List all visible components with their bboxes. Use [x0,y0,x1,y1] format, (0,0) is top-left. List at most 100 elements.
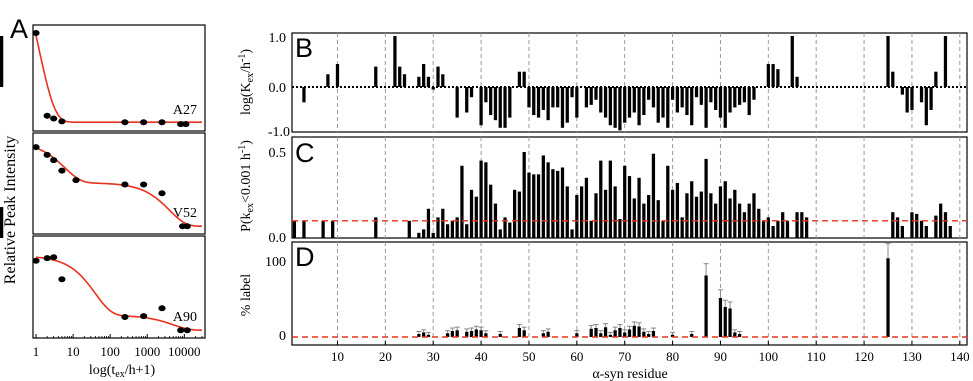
data-point-v52-9 [183,223,191,230]
data-point-a27-4 [121,119,129,126]
data-point-a27-2 [50,115,58,122]
bar-b-74 [642,87,646,116]
bar-b-76 [651,87,656,108]
bar-b-132 [919,87,924,103]
bar-c-31 [436,217,440,238]
bar-c-69 [618,219,622,238]
bar-d-53 [541,333,545,337]
bar-d-84 [690,334,694,337]
bar-d-38 [469,331,474,337]
bar-c-101 [771,225,775,238]
bar-c-91 [723,181,727,238]
bar-c-130 [910,212,914,238]
bar-c-29 [426,208,431,238]
bar-d-64 [594,328,598,337]
bar-b-90 [718,87,723,118]
bar-d-28 [422,332,426,337]
panel-a-box-a90 [32,235,206,339]
bar-b-96 [747,87,751,116]
bar-c-46 [508,222,512,238]
bar-d-63 [589,328,593,337]
panel-letter-a: A [10,14,28,44]
bar-b-42 [489,87,493,116]
bar-b-95 [742,87,747,103]
bar-b-35 [455,87,459,118]
bar-c-18 [374,217,378,238]
bar-b-84 [690,87,694,126]
bar-b-128 [900,87,904,95]
bar-c-103 [781,212,785,238]
fit-curve-a90 [35,256,202,331]
bar-c-39 [474,196,478,238]
data-point-a27-7 [177,121,185,128]
x-tick-label-d-110: 110 [807,349,826,364]
bar-c-132 [919,220,924,238]
panel-letter-d: D [295,242,315,272]
bar-c-68 [613,186,617,238]
bar-c-54 [546,162,550,238]
bar-c-undefined [0,207,4,238]
bar-b-46 [508,87,512,118]
panel-c-plot: 0.5 0.0 [0,136,968,246]
panel-a-xlabel: log(tex/h+1) [89,363,156,380]
series-label-v52: V52 [173,206,197,221]
bar-c-7 [321,220,325,238]
bar-c-92 [728,198,732,238]
y-tick-b-0: 1.0 [269,31,287,46]
bar-d-34 [450,331,454,337]
bar-b-77 [656,87,660,123]
x-tick-label-d-10: 10 [331,349,344,364]
bar-d-66 [603,327,608,337]
bar-d-76 [651,331,656,337]
bar-c-50 [527,172,531,238]
bar-b-22 [393,36,397,87]
bar-d-49 [522,330,526,337]
bar-d-41 [484,333,488,337]
bar-b-57 [560,87,565,128]
x-tick-label-d-40: 40 [475,349,488,364]
bar-c-47 [512,189,517,238]
bar-b-55 [551,87,555,108]
bar-c-79 [666,165,670,238]
data-point-a27-3 [58,118,66,125]
y-tick-b-1: 0.0 [269,81,287,96]
bar-b-59 [570,87,574,98]
bar-c-44 [498,229,502,238]
bar-c-65 [599,160,603,238]
bar-d-54 [546,331,550,337]
data-point-a90-1 [43,255,51,262]
bar-b-81 [675,87,679,113]
bar-b-102 [776,69,780,87]
data-point-v52-7 [158,190,166,197]
bar-c-49 [522,152,526,238]
x-tick-label-d-70: 70 [618,349,631,364]
bar-d-27 [417,334,421,337]
bar-c-34 [450,220,454,238]
bar-b-40 [479,87,483,126]
bar-c-32 [441,208,445,238]
bar-b-43 [493,87,498,121]
bar-b-67 [608,87,612,126]
bar-c-93 [733,189,737,238]
bar-b-78 [661,87,665,118]
bar-c-52 [536,174,541,238]
bar-c-40 [479,160,483,238]
x-tick-label-d-140: 140 [950,349,970,364]
bar-b-105 [790,36,794,87]
bar-c-94 [737,203,742,238]
bar-c-59 [570,229,574,238]
bar-c-131 [915,213,919,238]
data-point-a90-3 [58,276,66,283]
bar-c-96 [747,203,751,238]
bar-c-71 [627,176,632,238]
data-point-a90-5 [140,313,148,320]
bar-c-3 [302,220,306,238]
bar-b-56 [556,87,560,108]
bar-b-10 [335,64,340,87]
bar-d-71 [627,329,632,337]
bar-c-45 [503,217,507,238]
x-tick-label-3: 1000 [134,344,160,359]
data-point-a27-1 [43,112,51,119]
data-point-a90-4 [121,314,129,321]
bar-b-82 [680,87,684,108]
